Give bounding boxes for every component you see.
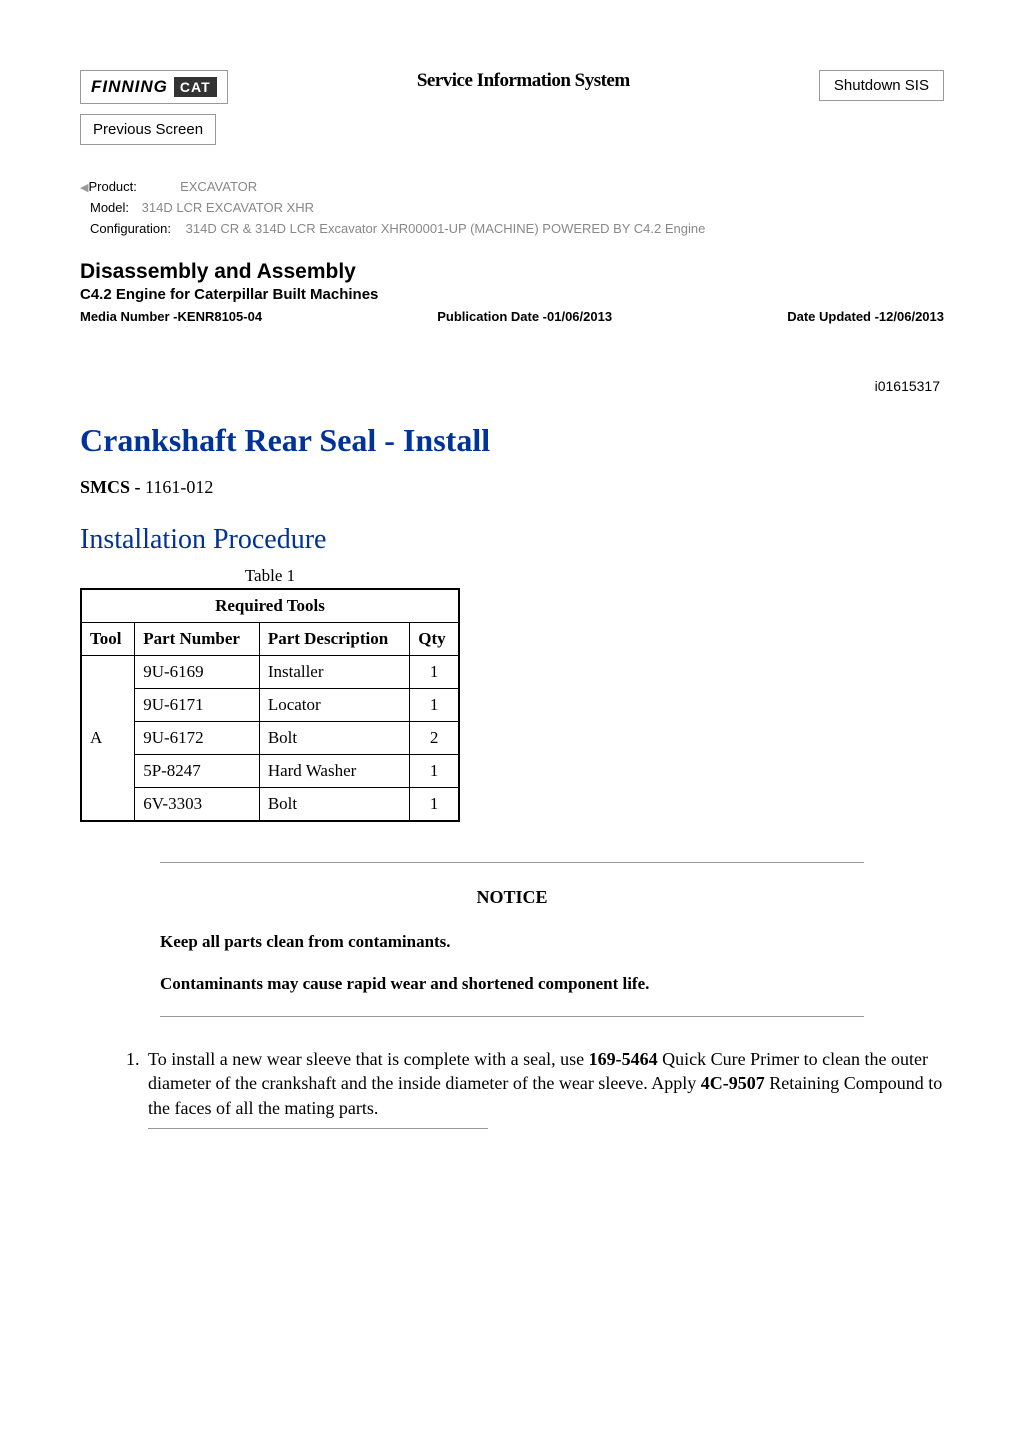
- logo-text: FINNING: [91, 77, 168, 97]
- table-cell: Bolt: [259, 722, 409, 755]
- col-tool: Tool: [81, 623, 135, 656]
- table-cell: 9U-6172: [135, 722, 260, 755]
- notice-block: NOTICE Keep all parts clean from contami…: [160, 862, 864, 1017]
- table-cell: 5P-8247: [135, 755, 260, 788]
- document-title: Disassembly and Assembly: [80, 260, 944, 284]
- document-id: i01615317: [80, 378, 944, 394]
- notice-text: Contaminants may cause rapid wear and sh…: [160, 974, 864, 994]
- notice-text: Keep all parts clean from contaminants.: [160, 932, 864, 952]
- document-subtitle: C4.2 Engine for Caterpillar Built Machin…: [80, 286, 944, 303]
- date-updated: Date Updated -12/06/2013: [787, 309, 944, 324]
- table-cell: 6V-3303: [135, 788, 260, 822]
- section-title: Crankshaft Rear Seal - Install: [80, 422, 944, 459]
- publication-date: Publication Date -01/06/2013: [437, 309, 612, 324]
- col-part-description: Part Description: [259, 623, 409, 656]
- required-tools-table: Required Tools Tool Part Number Part Des…: [80, 588, 460, 822]
- system-title: Service Information System: [417, 70, 630, 92]
- table-cell: Hard Washer: [259, 755, 409, 788]
- brand-logo: FINNING CAT: [80, 70, 228, 104]
- config-value: 314D CR & 314D LCR Excavator XHR00001-UP…: [186, 221, 706, 236]
- chevron-left-icon: ◀: [80, 182, 88, 194]
- part-ref: 4C-9507: [701, 1073, 765, 1093]
- table-cell: 1: [410, 755, 459, 788]
- config-label: Configuration:: [90, 221, 182, 236]
- product-label: Product:: [88, 179, 176, 194]
- step-item: To install a new wear sleeve that is com…: [144, 1047, 944, 1129]
- divider: [160, 862, 864, 863]
- table-cell: Locator: [259, 689, 409, 722]
- model-value: 314D LCR EXCAVATOR XHR: [142, 200, 314, 215]
- table-cell: 9U-6169: [135, 656, 260, 689]
- step-text: To install a new wear sleeve that is com…: [148, 1049, 589, 1069]
- subsection-title: Installation Procedure: [80, 524, 944, 556]
- table-cell: Installer: [259, 656, 409, 689]
- divider: [148, 1128, 488, 1129]
- media-number: Media Number -KENR8105-04: [80, 309, 262, 324]
- model-label: Model:: [90, 200, 138, 215]
- divider: [160, 1016, 864, 1017]
- previous-screen-button[interactable]: Previous Screen: [80, 114, 216, 145]
- product-meta: ◀Product: EXCAVATOR Model: 314D LCR EXCA…: [80, 179, 944, 236]
- product-value: EXCAVATOR: [180, 179, 257, 194]
- table-cell: 1: [410, 689, 459, 722]
- smcs-value: 1161-012: [145, 477, 213, 497]
- notice-title: NOTICE: [160, 887, 864, 908]
- table-header: Required Tools: [81, 589, 459, 623]
- table-caption: Table 1: [80, 566, 460, 586]
- table-cell: 1: [410, 788, 459, 822]
- table-cell: 9U-6171: [135, 689, 260, 722]
- col-part-number: Part Number: [135, 623, 260, 656]
- table-cell: 2: [410, 722, 459, 755]
- procedure-steps: To install a new wear sleeve that is com…: [80, 1047, 944, 1129]
- smcs-label: SMCS -: [80, 477, 145, 497]
- col-qty: Qty: [410, 623, 459, 656]
- tool-letter: A: [81, 656, 135, 822]
- part-ref: 169-5464: [589, 1049, 658, 1069]
- shutdown-sis-button[interactable]: Shutdown SIS: [819, 70, 944, 101]
- logo-badge: CAT: [174, 77, 217, 97]
- table-cell: 1: [410, 656, 459, 689]
- table-cell: Bolt: [259, 788, 409, 822]
